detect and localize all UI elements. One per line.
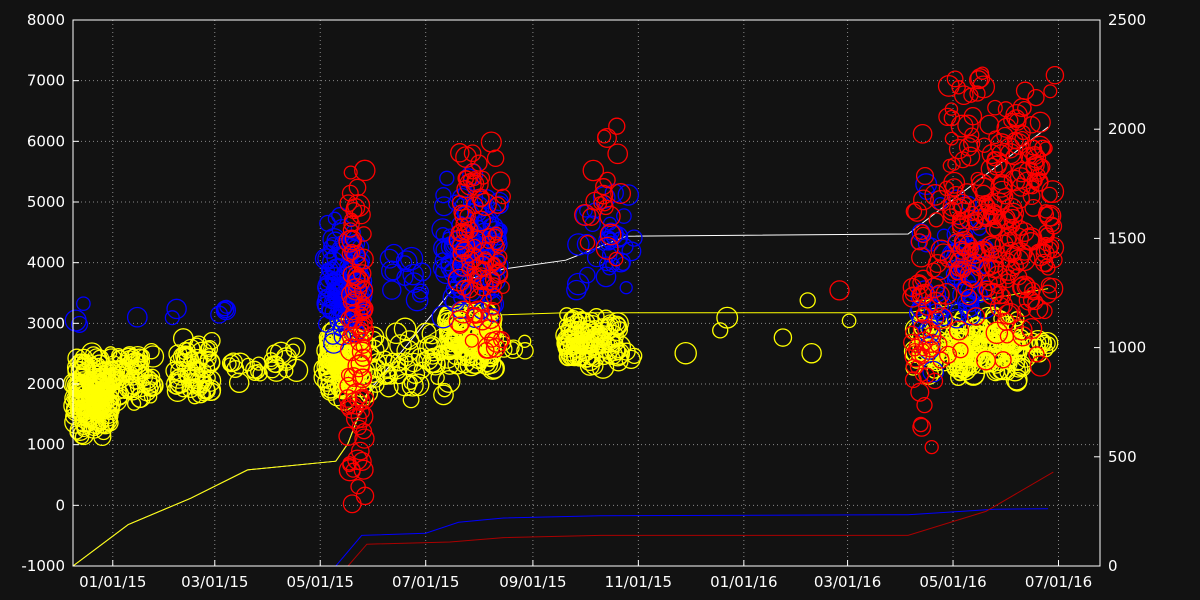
x-tick-label: 05/01/15 bbox=[287, 573, 354, 591]
y-left-tick-label: 3000 bbox=[27, 314, 65, 332]
y-right-tick-label: 2500 bbox=[1108, 11, 1146, 29]
y-left-tick-label: 2000 bbox=[27, 375, 65, 393]
x-tick-label: 01/01/15 bbox=[79, 573, 146, 591]
y-left-tick-label: 5000 bbox=[27, 193, 65, 211]
y-left-tick-label: 6000 bbox=[27, 132, 65, 150]
x-tick-label: 03/01/16 bbox=[814, 573, 881, 591]
y-left-tick-label: 0 bbox=[55, 496, 65, 514]
x-tick-label: 07/01/15 bbox=[392, 573, 459, 591]
y-left-tick-label: 7000 bbox=[27, 72, 65, 90]
y-left-tick-label: 8000 bbox=[27, 11, 65, 29]
y-left-tick-label: 4000 bbox=[27, 254, 65, 272]
y-right-tick-label: 1000 bbox=[1108, 339, 1146, 357]
y-left-tick-label: -1000 bbox=[21, 557, 65, 575]
x-tick-label: 03/01/15 bbox=[181, 573, 248, 591]
y-right-tick-label: 500 bbox=[1108, 448, 1137, 466]
x-tick-label: 09/01/15 bbox=[499, 573, 566, 591]
x-tick-label: 05/01/16 bbox=[919, 573, 986, 591]
x-tick-label: 07/01/16 bbox=[1025, 573, 1092, 591]
y-right-tick-label: 1500 bbox=[1108, 229, 1146, 247]
x-tick-label: 11/01/15 bbox=[605, 573, 672, 591]
y-right-tick-label: 0 bbox=[1108, 557, 1118, 575]
y-left-tick-label: 1000 bbox=[27, 436, 65, 454]
x-tick-label: 01/01/16 bbox=[710, 573, 777, 591]
y-right-tick-label: 2000 bbox=[1108, 120, 1146, 138]
